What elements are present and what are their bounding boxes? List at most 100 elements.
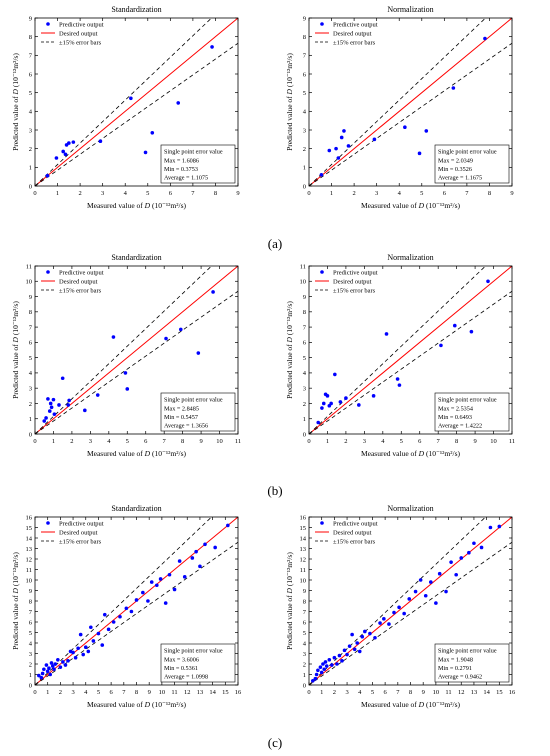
data-point (452, 323, 457, 328)
y-tick-label: 3 (29, 127, 32, 134)
y-tick-label: 8 (303, 309, 306, 316)
legend-label-error-bars: ±15% error bars (333, 539, 376, 546)
x-tick-label: 12 (458, 689, 465, 696)
x-tick-label: 1 (320, 689, 323, 696)
y-tick-label: 0 (303, 431, 306, 438)
data-point (479, 545, 484, 550)
x-tick-label: 2 (70, 438, 73, 445)
error-box-line: Max = 3.6006 (164, 657, 199, 664)
y-tick-label: 3 (303, 385, 306, 392)
error-box-line: Average = 1.3656 (164, 423, 208, 430)
x-axis-label: Measured value of D (10⁻¹²m²/s) (361, 449, 461, 458)
y-tick-label: 4 (29, 640, 33, 647)
data-point (329, 401, 333, 406)
y-axis-label: Predicted value of D (10⁻¹²m²/s) (11, 53, 20, 151)
data-point (368, 631, 372, 636)
data-point (49, 405, 54, 410)
data-point (57, 403, 61, 407)
legend-label-error-bars: ±15% error bars (59, 288, 102, 295)
data-point (449, 560, 453, 564)
data-point (45, 173, 50, 178)
panel-label-b: (b) (267, 483, 283, 498)
y-tick-label: 8 (303, 598, 306, 605)
x-tick-label: 0 (33, 438, 36, 445)
data-point (167, 572, 172, 577)
chart-0: Standardization 0 1 2 3 4 5 6 7 8 9 0 1 2 3 4 5 6 7 8 9 Measu… (11, 5, 240, 210)
data-point (332, 655, 337, 660)
x-tick-label: 4 (107, 438, 111, 445)
x-tick-label: 13 (471, 689, 478, 696)
data-point (81, 652, 86, 657)
data-point (60, 376, 65, 381)
x-tick-label: 1 (330, 190, 333, 197)
y-tick-label: 4 (303, 640, 307, 647)
data-point (378, 621, 382, 625)
data-point (37, 673, 41, 678)
data-point (39, 675, 44, 680)
x-tick-label: 9 (422, 689, 425, 696)
error-box: Single point error value Max = 1.6086Min … (160, 144, 236, 184)
x-tick-label: 9 (148, 689, 151, 696)
x-tick-label: 11 (445, 689, 451, 696)
chart-2: Standardization 0 1 2 3 4 5 6 7 8 9 10 11 0 1 2 3 4 5 6 7 8 9 1… (11, 253, 241, 458)
x-tick-label: 11 (235, 438, 241, 445)
chart-title: Normalization (387, 253, 433, 262)
data-point (327, 148, 332, 153)
data-point (56, 658, 60, 662)
data-point (163, 601, 168, 605)
y-tick-label: 2 (303, 401, 306, 408)
y-tick-label: 15 (26, 525, 33, 532)
upper-error-bar-line (309, 517, 487, 685)
data-point (102, 612, 107, 617)
data-point (346, 144, 351, 148)
upper-error-bar-line (309, 266, 487, 434)
chart-title: Standardization (111, 504, 161, 513)
data-point (339, 135, 344, 140)
x-tick-label: 12 (184, 689, 191, 696)
data-point (141, 590, 145, 595)
y-tick-label: 11 (300, 567, 306, 574)
x-tick-label: 4 (84, 689, 88, 696)
data-point (78, 632, 83, 637)
desired-output-line (309, 266, 512, 434)
data-point (66, 659, 70, 663)
data-point (338, 400, 343, 404)
y-tick-label: 7 (29, 609, 33, 616)
x-tick-label: 10 (216, 438, 223, 445)
data-point (61, 660, 65, 664)
data-point (392, 610, 396, 615)
data-point (177, 559, 182, 563)
error-box-line: Average = 1.4222 (438, 423, 482, 430)
error-box-line: Min = 0.5361 (164, 665, 198, 672)
data-point (150, 131, 155, 135)
x-tick-label: 2 (344, 438, 347, 445)
x-tick-label: 7 (437, 438, 441, 445)
data-point (158, 577, 163, 581)
x-tick-label: 5 (97, 689, 100, 696)
plot-frame (34, 17, 239, 187)
y-axis-label: Predicted value of D (10⁻¹²m²/s) (11, 552, 20, 650)
y-tick-label: 8 (303, 34, 306, 41)
error-box-frame (434, 392, 510, 432)
data-point (336, 156, 341, 160)
error-box-title: Single point error value (164, 648, 223, 655)
y-tick-label: 1 (29, 672, 32, 679)
data-point (48, 401, 53, 406)
data-point (372, 137, 377, 142)
data-point (330, 663, 334, 667)
data-point (45, 669, 50, 674)
y-tick-label: 1 (303, 416, 306, 423)
data-point (83, 645, 88, 649)
y-tick-label: 13 (26, 546, 33, 553)
data-point (497, 524, 502, 529)
legend-label-predictive: Predictive output (59, 521, 104, 528)
error-box-frame (160, 643, 236, 683)
y-tick-label: 4 (29, 370, 33, 377)
x-tick-label: 3 (89, 438, 92, 445)
data-point (53, 662, 58, 666)
legend-label-error-bars: ±15% error bars (59, 539, 102, 546)
y-tick-label: 0 (29, 682, 32, 689)
data-point (413, 589, 418, 594)
data-point (86, 649, 91, 654)
panel-label-c: (c) (267, 735, 283, 750)
